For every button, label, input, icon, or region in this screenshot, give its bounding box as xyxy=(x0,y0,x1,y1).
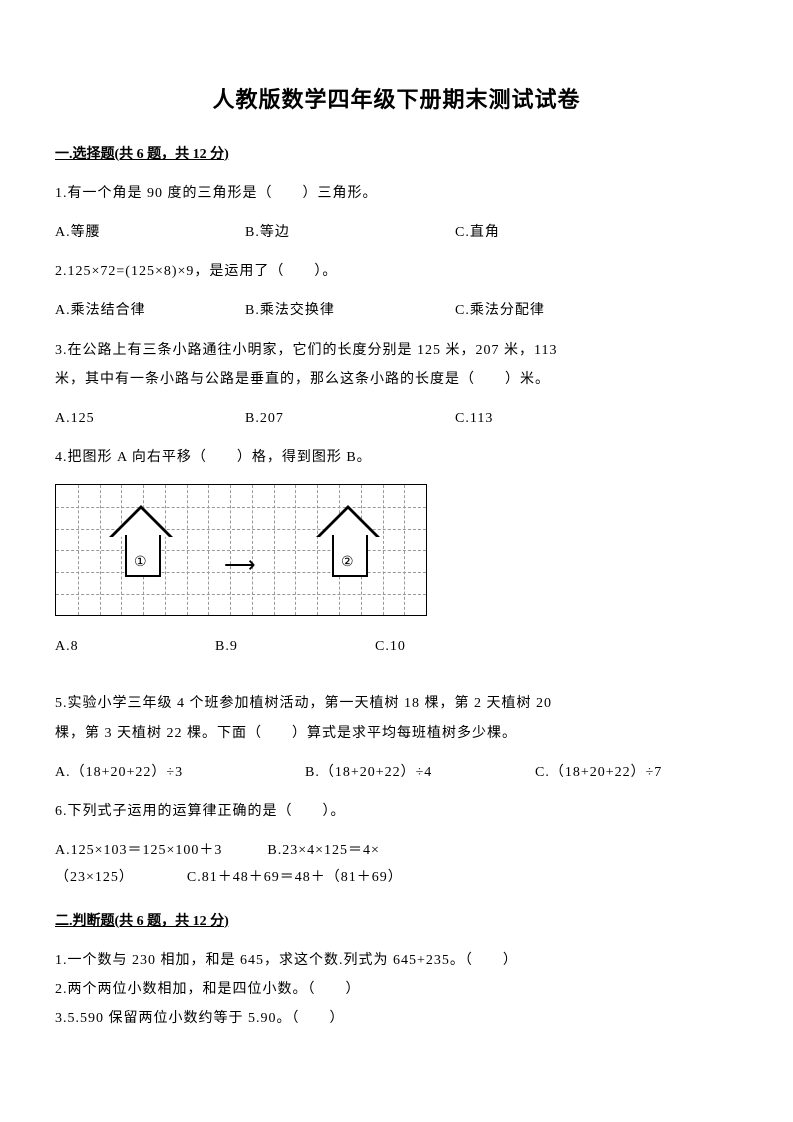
q2-options: A.乘法结合律 B.乘法交换律 C.乘法分配律 xyxy=(55,298,738,323)
q1-option-c: C.直角 xyxy=(455,220,655,245)
judge-q3: 3.5.590 保留两位小数约等于 5.90。（ ） xyxy=(55,1006,738,1031)
question-5-line1: 5.实验小学三年级 4 个班参加植树活动，第一天植树 18 棵，第 2 天植树 … xyxy=(55,691,738,716)
section-2-header: 二.判断题(共 6 题，共 12 分) xyxy=(55,909,738,934)
question-6: 6.下列式子运用的运算律正确的是（ ）。 xyxy=(55,799,738,824)
shape-a-label: ① xyxy=(134,550,147,575)
q3-option-b: B.207 xyxy=(245,406,455,431)
q6-options-line2: （23×125） C.81＋48＋69＝48＋（81＋69） xyxy=(55,865,738,890)
judge-q1: 1.一个数与 230 相加，和是 645，求这个数.列式为 645+235。（ … xyxy=(55,948,738,973)
judge-q2: 2.两个两位小数相加，和是四位小数。（ ） xyxy=(55,977,738,1002)
q4-grid-figure: ① ⟶ ② xyxy=(55,484,427,616)
q1-options: A.等腰 B.等边 C.直角 xyxy=(55,220,738,245)
q4-option-c: C.10 xyxy=(375,634,535,659)
q3-option-c: C.113 xyxy=(455,406,655,431)
question-3-line1: 3.在公路上有三条小路通往小明家，它们的长度分别是 125 米，207 米，11… xyxy=(55,338,738,363)
q4-option-b: B.9 xyxy=(215,634,375,659)
question-3-line2: 米，其中有一条小路与公路是垂直的，那么这条小路的长度是（ ）米。 xyxy=(55,367,738,392)
question-5-line2: 棵，第 3 天植树 22 棵。下面（ ）算式是求平均每班植树多少棵。 xyxy=(55,721,738,746)
q4-options: A.8 B.9 C.10 xyxy=(55,634,738,659)
shape-b-label: ② xyxy=(341,550,354,575)
translate-arrow-icon: ⟶ xyxy=(224,545,256,585)
q5-option-c: C.（18+20+22）÷7 xyxy=(535,760,735,785)
q3-options: A.125 B.207 C.113 xyxy=(55,406,738,431)
q2-option-a: A.乘法结合律 xyxy=(55,298,245,323)
q5-options: A.（18+20+22）÷3 B.（18+20+22）÷4 C.（18+20+2… xyxy=(55,760,738,785)
q4-option-a: A.8 xyxy=(55,634,215,659)
question-4: 4.把图形 A 向右平移（ ）格，得到图形 B。 xyxy=(55,445,738,470)
exam-title: 人教版数学四年级下册期末测试试卷 xyxy=(55,80,738,120)
q6-options-line1: A.125×103＝125×100＋3 B.23×4×125＝4× xyxy=(55,838,738,863)
section-1-header: 一.选择题(共 6 题，共 12 分) xyxy=(55,142,738,167)
q1-option-a: A.等腰 xyxy=(55,220,245,245)
q3-option-a: A.125 xyxy=(55,406,245,431)
q5-option-a: A.（18+20+22）÷3 xyxy=(55,760,305,785)
q1-option-b: B.等边 xyxy=(245,220,455,245)
q2-option-b: B.乘法交换律 xyxy=(245,298,455,323)
q5-option-b: B.（18+20+22）÷4 xyxy=(305,760,535,785)
q2-option-c: C.乘法分配律 xyxy=(455,298,655,323)
question-2: 2.125×72=(125×8)×9，是运用了（ ）。 xyxy=(55,259,738,284)
question-1: 1.有一个角是 90 度的三角形是（ ）三角形。 xyxy=(55,181,738,206)
